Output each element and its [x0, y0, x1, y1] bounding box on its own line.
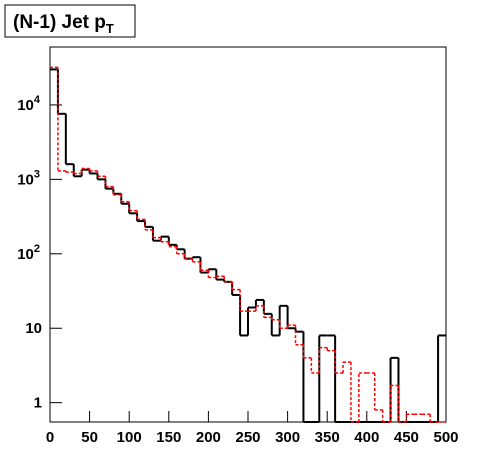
y-tick-label: 1: [34, 395, 42, 412]
title-box: [4, 4, 136, 38]
y-tick-label: 102: [17, 243, 40, 263]
y-tick-base: 10: [17, 97, 34, 114]
title-text: (N-1) Jet p: [13, 12, 106, 33]
y-tick-exponent: 2: [34, 243, 40, 255]
x-tick-label: 150: [156, 429, 181, 446]
x-tick-label: 450: [394, 429, 419, 446]
x-tick-label: 100: [117, 429, 142, 446]
y-tick-exponent: 3: [34, 168, 40, 180]
y-tick-label: 10: [25, 320, 42, 337]
x-tick-label: 200: [196, 429, 221, 446]
x-tick-label: 250: [235, 429, 260, 446]
x-tick-label: 50: [81, 429, 98, 446]
y-tick-base: 10: [17, 246, 34, 263]
y-tick-label: 103: [17, 168, 40, 188]
x-tick-label: 0: [46, 429, 54, 446]
y-tick-base: 10: [17, 171, 34, 188]
plot-frame: [49, 46, 447, 423]
y-tick-label: 104: [17, 94, 41, 114]
x-tick-label: 400: [354, 429, 379, 446]
y-tick-exponent: 4: [34, 94, 41, 106]
chart-title: (N-1) Jet pT: [13, 12, 114, 36]
title-subscript: T: [106, 21, 114, 36]
x-tick-label: 300: [275, 429, 300, 446]
x-tick-label: 350: [315, 429, 340, 446]
x-tick-label: 500: [433, 429, 458, 446]
